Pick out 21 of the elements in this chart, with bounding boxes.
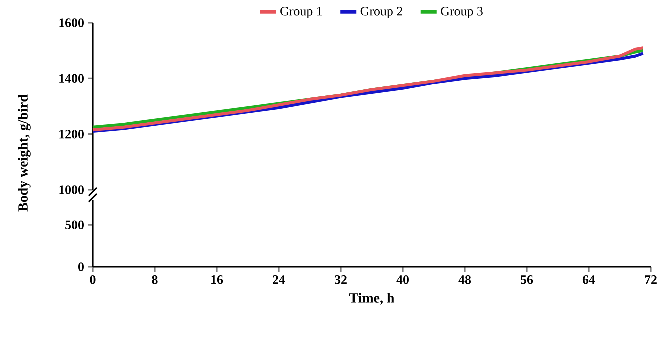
- y-axis-title: Body weight, g/bird: [18, 94, 31, 212]
- legend-label: Group 3: [441, 7, 483, 18]
- x-tick-label: 48: [458, 276, 472, 284]
- y-tick-label: 500: [66, 220, 84, 230]
- y-tick-label: 0: [78, 262, 84, 272]
- legend-label: Group 2: [360, 7, 402, 18]
- x-tick-label: 40: [396, 276, 409, 284]
- x-tick-label: 16: [212, 276, 224, 284]
- x-axis-title: Time, h: [349, 293, 395, 305]
- y-tick-label: 1000: [60, 186, 84, 194]
- y-tick-label: 1600: [60, 18, 84, 28]
- x-tick-label: 72: [645, 276, 657, 284]
- legend-label: Group 1: [280, 7, 322, 18]
- x-tick-label: 8: [152, 276, 158, 284]
- x-tick-label: 32: [335, 276, 347, 284]
- y-tick-label: 1200: [60, 130, 84, 139]
- y-tick-label: 1400: [60, 74, 84, 84]
- x-tick-label: 24: [273, 276, 286, 284]
- x-tick-label: 0: [90, 276, 96, 284]
- x-tick-label: 56: [521, 276, 534, 284]
- x-tick-label: 64: [582, 276, 596, 284]
